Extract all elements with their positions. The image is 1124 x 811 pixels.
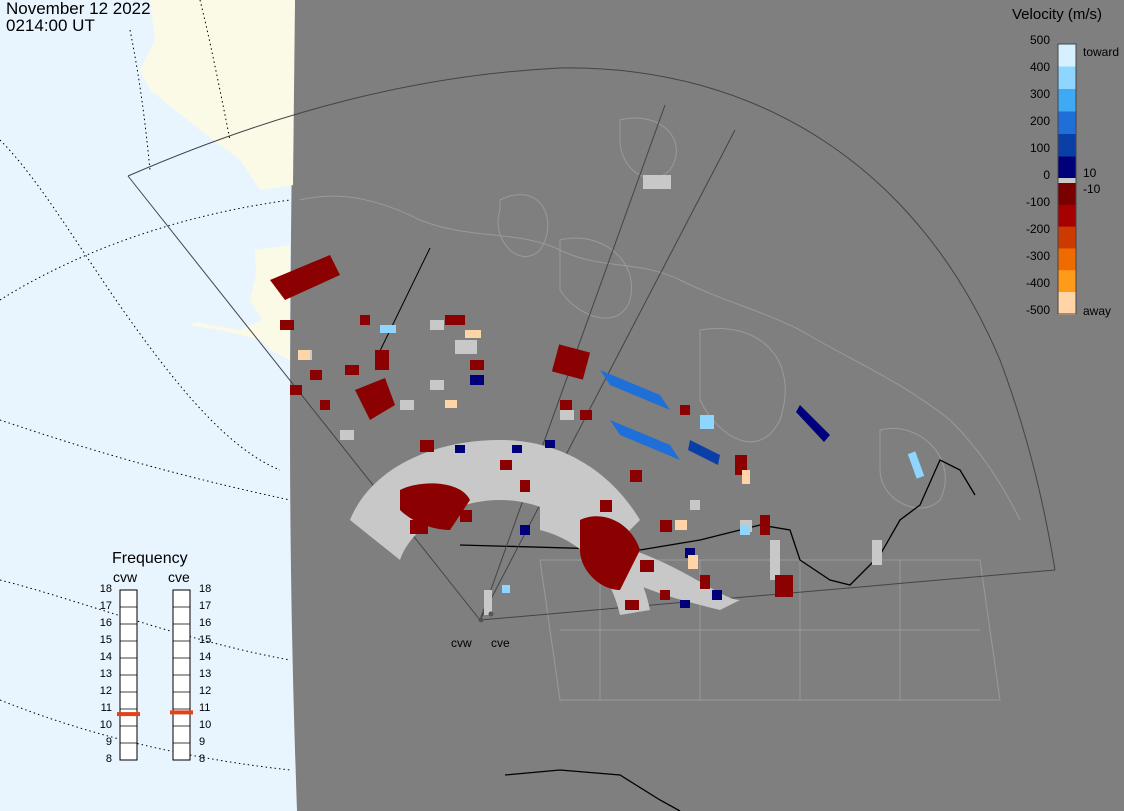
velocity-tick-label: 300: [1029, 87, 1050, 101]
frequency-level-label: 17: [99, 600, 112, 612]
velocity-tick-label: -400: [1025, 276, 1050, 290]
colorbar-segment: [1058, 183, 1076, 206]
colorbar-segment: [1058, 226, 1076, 250]
terminator-line: [377, 247, 431, 356]
velocity-tick-label: 500: [1029, 33, 1050, 47]
colorbar-segment: [1058, 44, 1076, 67]
velocity-tick-label: -200: [1025, 222, 1050, 236]
frequency-level-label: 8: [105, 753, 112, 765]
colorbar-segment: [1058, 111, 1076, 135]
frequency-radar-cve: cve: [168, 569, 190, 585]
frequency-level-label: 14: [199, 651, 212, 663]
away-label: away: [1083, 304, 1112, 318]
daylight-land-alaska-peninsula: [190, 245, 290, 360]
frequency-level-label: 15: [99, 634, 112, 646]
frequency-level-label: 15: [199, 634, 212, 646]
frequency-level-label: 9: [199, 736, 206, 748]
frequency-level-label: 18: [99, 583, 112, 595]
frequency-title: Frequency: [112, 550, 188, 567]
velocity-tick-label: -100: [1025, 195, 1050, 209]
frequency-level-label: 13: [99, 668, 112, 680]
toward-label: toward: [1083, 45, 1120, 59]
radar-site-cve-dot: [488, 611, 494, 617]
radar-site-cvw-dot: [478, 617, 484, 623]
daylight-land-alaska: [140, 0, 295, 190]
us-canada-border: [459, 459, 976, 586]
colorbar-segment: [1058, 204, 1076, 228]
away-echoes: [270, 255, 793, 610]
frequency-bars: [117, 589, 193, 761]
radar-site-cvw-label: cvw: [451, 636, 472, 650]
colorbar-segment: [1058, 156, 1076, 180]
coastlines: [299, 117, 1021, 701]
frequency-level-label: 12: [199, 685, 212, 697]
frequency-level-label: 8: [199, 753, 206, 765]
frequency-level-label: 13: [199, 668, 212, 680]
date-label: November 12 2022: [6, 0, 151, 18]
away-pale-echoes: [298, 330, 750, 569]
negative-threshold-label: -10: [1083, 182, 1101, 196]
velocity-colorbar: [1057, 43, 1077, 315]
velocity-tick-label: -300: [1025, 249, 1050, 263]
frequency-radar-cvw: cvw: [113, 569, 138, 585]
frequency-level-label: 14: [99, 651, 112, 663]
frequency-level-label: 17: [199, 600, 212, 612]
velocity-tick-label: 100: [1029, 141, 1050, 155]
daylight-ocean: [0, 0, 297, 811]
colorbar-segment: [1058, 89, 1076, 112]
colorbar-segment: [1058, 248, 1076, 272]
frequency-level-label: 18: [199, 583, 212, 595]
positive-threshold-label: 10: [1083, 166, 1097, 180]
colorbar-zero-band: [1058, 178, 1076, 183]
colorbar-segment: [1058, 292, 1076, 315]
velocity-tick-label: 0: [1043, 168, 1050, 182]
velocity-tick-label: -500: [1025, 303, 1050, 317]
colorbar-segment: [1058, 270, 1076, 294]
frequency-level-label: 11: [100, 702, 112, 714]
frequency-level-label: 9: [105, 736, 112, 748]
frequency-level-label: 10: [199, 719, 212, 731]
frequency-marker: [117, 712, 140, 717]
velocity-tick-label: 400: [1029, 60, 1050, 74]
frequency-level-label: 11: [199, 702, 211, 714]
frequency-level-label: 12: [99, 685, 112, 697]
colorbar-segment: [1058, 134, 1076, 157]
colorbar-segment: [1058, 66, 1076, 90]
frequency-level-label: 16: [99, 617, 112, 629]
us-mexico-border: [504, 769, 681, 811]
radar-site-cve-label: cve: [491, 636, 510, 650]
frequency-level-label: 10: [99, 719, 112, 731]
toward-echoes: [380, 325, 925, 608]
velocity-tick-label: 200: [1029, 114, 1050, 128]
frequency-level-label: 16: [199, 617, 212, 629]
colorbar-outline: [1057, 43, 1077, 315]
velocity-scale-title: Velocity (m/s): [1012, 6, 1103, 23]
time-label: 0214:00 UT: [6, 16, 95, 35]
frequency-marker: [170, 710, 193, 715]
